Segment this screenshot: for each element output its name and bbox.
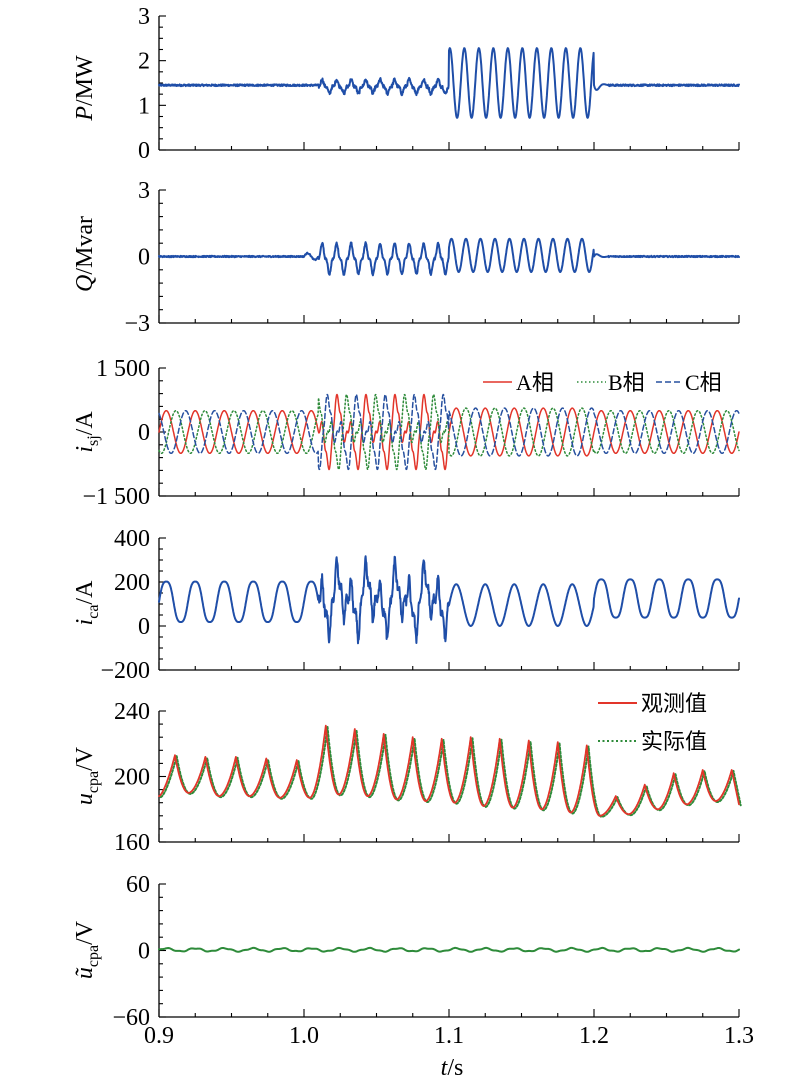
panel-utilde-ylabel: ũcpa/V bbox=[72, 920, 102, 979]
utilde-series-line bbox=[158, 946, 740, 953]
y-tick-label: 3 bbox=[138, 4, 150, 30]
x-tick-label: 1.2 bbox=[579, 1023, 609, 1049]
panel-ica-ylabel: ica/A bbox=[72, 580, 102, 626]
x-tick-label: 1.0 bbox=[289, 1023, 319, 1049]
x-axis-label: t/s bbox=[441, 1055, 464, 1081]
panel-isj-ylabel: isj/A bbox=[72, 411, 102, 453]
panel-p: P/MW 0 1 2 3 bbox=[72, 4, 740, 164]
ica-series-line bbox=[158, 555, 740, 645]
legend-b-label: B相 bbox=[608, 370, 645, 395]
x-axis: t/s 0.9 1.0 1.1 1.2 1.3 bbox=[144, 1023, 754, 1081]
isj-c-line bbox=[158, 393, 740, 471]
y-tick-label: 1 bbox=[138, 93, 150, 119]
y-tick-label: −3 bbox=[124, 311, 150, 337]
y-tick-label: 0 bbox=[138, 939, 150, 965]
y-tick-label: 160 bbox=[114, 830, 150, 856]
y-tick-label: 2 bbox=[138, 49, 150, 75]
y-tick-label: 200 bbox=[114, 765, 150, 791]
panel-utilde: ũcpa/V −60 0 60 bbox=[72, 872, 740, 1031]
ucpa-actual-line bbox=[159, 725, 742, 818]
panel-q: Q/Mvar −3 0 3 bbox=[72, 178, 740, 337]
x-tick-label: 1.3 bbox=[724, 1023, 754, 1049]
x-tick-label: 1.1 bbox=[434, 1023, 464, 1049]
legend-c-label: C相 bbox=[685, 370, 722, 395]
y-tick-label: 0 bbox=[138, 245, 150, 271]
panel-isj-legend: A相 B相 C相 bbox=[483, 370, 722, 395]
y-tick-label: −200 bbox=[100, 658, 150, 684]
p-series-line bbox=[158, 47, 740, 119]
legend-observed-label: 观测值 bbox=[641, 691, 707, 716]
panel-isj: isj/A A相 B相 C相 −1 500 0 1 500 bbox=[72, 356, 740, 510]
y-tick-label: −1 500 bbox=[82, 484, 150, 510]
q-series-line bbox=[158, 237, 740, 277]
y-tick-label: −60 bbox=[112, 1005, 150, 1031]
x-tick-label: 0.9 bbox=[144, 1023, 174, 1049]
panel-ucpa-ylabel: ucpa/V bbox=[72, 746, 102, 805]
y-tick-label: 0 bbox=[138, 420, 150, 446]
y-tick-label: 3 bbox=[138, 178, 150, 204]
y-tick-label: 0 bbox=[138, 138, 150, 164]
y-tick-label: 60 bbox=[126, 872, 150, 898]
y-tick-label: 240 bbox=[114, 699, 150, 725]
panel-ucpa: ucpa/V 观测值 实际值 160 200 240 bbox=[72, 691, 742, 856]
isj-b-line bbox=[158, 393, 740, 471]
y-tick-label: 1 500 bbox=[96, 356, 150, 382]
y-tick-label: 0 bbox=[138, 614, 150, 640]
legend-actual-label: 实际值 bbox=[641, 729, 707, 754]
ucpa-observed-line bbox=[158, 724, 740, 817]
panel-ica: ica/A −200 0 200 400 bbox=[72, 526, 740, 684]
y-tick-label: 200 bbox=[114, 570, 150, 596]
panel-p-ylabel: P/MW bbox=[72, 55, 98, 122]
panel-ucpa-legend: 观测值 实际值 bbox=[598, 691, 707, 754]
y-tick-label: 400 bbox=[114, 526, 150, 552]
panel-q-ylabel: Q/Mvar bbox=[72, 216, 98, 292]
legend-a-label: A相 bbox=[516, 370, 554, 395]
